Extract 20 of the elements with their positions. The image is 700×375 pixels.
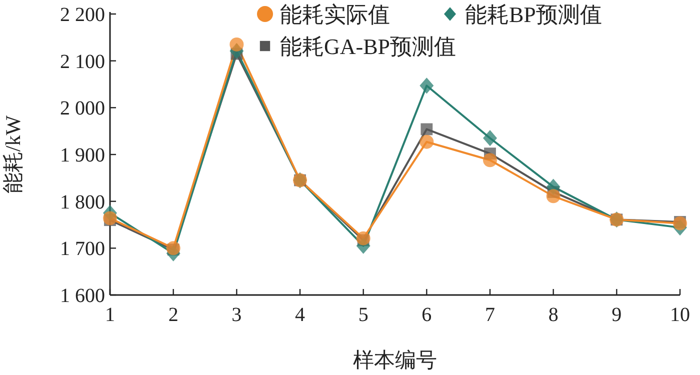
y-tick-label: 2 200 (60, 4, 105, 26)
x-tick-label: 6 (422, 304, 432, 326)
y-axis-title: 能耗/kW (1, 115, 25, 194)
x-tick-label: 3 (232, 304, 242, 326)
x-tick-label: 5 (358, 304, 368, 326)
y-tick-label: 1 600 (60, 285, 105, 307)
x-tick-label: 1 (105, 304, 115, 326)
x-tick-label: 9 (612, 304, 622, 326)
y-tick-label: 1 800 (60, 191, 105, 214)
y-tick-label: 1 700 (60, 238, 105, 260)
legend-label: 能耗实际值 (280, 2, 390, 27)
y-tick-label: 1 900 (60, 144, 105, 166)
x-tick-label: 10 (670, 304, 690, 326)
x-tick-label: 2 (168, 304, 178, 326)
x-tick-label: 8 (548, 304, 558, 326)
y-tick-label: 2 100 (60, 50, 105, 73)
x-tick-label: 4 (295, 304, 305, 326)
x-tick-label: 7 (485, 304, 495, 326)
y-tick-label: 2 000 (60, 98, 105, 120)
x-axis-title: 样本编号 (353, 348, 437, 372)
